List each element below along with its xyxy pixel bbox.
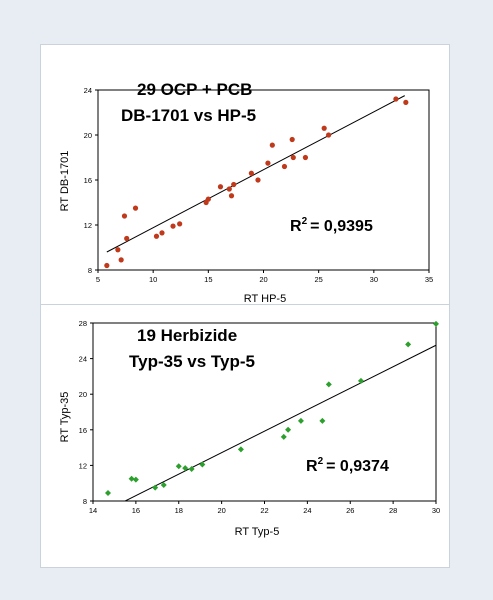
bottom-data-point bbox=[128, 475, 135, 482]
top-chart-panel: 29 OCP + PCB DB-1701 vs HP-5 R2 = 0,9395 … bbox=[40, 44, 450, 316]
bottom-y-tick-label: 12 bbox=[79, 461, 87, 470]
bottom-x-tick-label: 24 bbox=[303, 506, 311, 515]
bottom-chart-r-squared: R2 = 0,9374 bbox=[306, 456, 389, 475]
bottom-chart-title-line1: 19 Herbizide bbox=[137, 326, 237, 345]
top-data-point bbox=[281, 163, 288, 170]
top-data-point bbox=[132, 205, 139, 211]
top-data-point bbox=[228, 193, 235, 199]
top-x-tick-label: 10 bbox=[149, 275, 157, 284]
top-data-point bbox=[302, 154, 309, 161]
top-data-point bbox=[118, 257, 124, 263]
bottom-data-point bbox=[357, 377, 364, 384]
bottom-data-point bbox=[280, 433, 287, 440]
top-data-point bbox=[290, 154, 296, 161]
top-data-point bbox=[121, 213, 128, 219]
bottom-data-point bbox=[237, 446, 244, 453]
bottom-y-tick-label: 8 bbox=[83, 497, 87, 506]
top-x-tick-label: 35 bbox=[425, 275, 433, 284]
bottom-data-point bbox=[175, 463, 182, 470]
bottom-x-tick-label: 16 bbox=[132, 506, 140, 515]
top-data-point bbox=[289, 136, 295, 143]
top-data-point bbox=[170, 223, 176, 229]
top-chart-title-line2: DB-1701 vs HP-5 bbox=[121, 106, 256, 125]
bottom-data-point bbox=[188, 465, 195, 472]
bottom-x-tick-label: 28 bbox=[389, 506, 397, 515]
bottom-data-point bbox=[285, 426, 292, 433]
top-data-point bbox=[177, 221, 183, 227]
bottom-y-tick-label: 24 bbox=[79, 355, 87, 364]
top-x-tick-label: 15 bbox=[204, 275, 212, 284]
bottom-x-tick-label: 18 bbox=[175, 506, 183, 515]
bottom-x-tick-label: 30 bbox=[432, 506, 440, 515]
top-scatter-chart: 29 OCP + PCB DB-1701 vs HP-5 R2 = 0,9395 … bbox=[59, 80, 433, 305]
bottom-y-tick-label: 16 bbox=[79, 426, 87, 435]
top-data-point bbox=[325, 132, 332, 138]
top-data-point bbox=[269, 142, 275, 148]
top-y-tick-label: 20 bbox=[84, 131, 92, 140]
top-chart-x-axis-label: RT HP-5 bbox=[244, 293, 286, 305]
bottom-scatter-chart: 19 Herbizide Typ-35 vs Typ-5 R2 = 0,9374 … bbox=[59, 319, 440, 538]
top-y-tick-label: 12 bbox=[84, 221, 92, 230]
top-data-point bbox=[231, 181, 237, 188]
top-x-tick-label: 30 bbox=[370, 275, 378, 284]
bottom-data-point bbox=[319, 417, 326, 424]
bottom-x-tick-label: 26 bbox=[346, 506, 354, 515]
bottom-data-point bbox=[182, 465, 189, 472]
top-data-point bbox=[403, 99, 409, 105]
bottom-data-point bbox=[132, 476, 139, 483]
bottom-chart-title-line2: Typ-35 vs Typ-5 bbox=[129, 352, 255, 371]
top-data-point bbox=[104, 262, 110, 269]
top-data-point bbox=[115, 247, 121, 253]
bottom-data-point bbox=[152, 484, 159, 491]
top-data-point bbox=[124, 235, 130, 242]
bottom-data-point bbox=[325, 381, 332, 388]
bottom-data-point bbox=[433, 320, 439, 327]
top-data-point bbox=[248, 170, 254, 176]
bottom-trend-line bbox=[124, 344, 437, 502]
top-x-tick-label: 5 bbox=[96, 275, 100, 284]
top-x-tick-label: 20 bbox=[259, 275, 267, 284]
bottom-data-point bbox=[297, 417, 304, 424]
top-data-point bbox=[159, 230, 165, 236]
top-data-point bbox=[255, 177, 261, 183]
top-data-point bbox=[393, 96, 399, 102]
bottom-data-point bbox=[405, 341, 412, 348]
bottom-y-tick-label: 20 bbox=[79, 390, 87, 399]
bottom-x-tick-label: 14 bbox=[89, 506, 97, 515]
top-data-point bbox=[265, 160, 271, 166]
bottom-chart-panel: 19 Herbizide Typ-35 vs Typ-5 R2 = 0,9374 … bbox=[40, 304, 450, 568]
bottom-chart-x-axis-label: RT Typ-5 bbox=[235, 526, 280, 538]
top-chart-y-axis-label: RT DB-1701 bbox=[59, 151, 71, 212]
top-y-tick-label: 24 bbox=[84, 86, 92, 95]
top-x-tick-label: 25 bbox=[314, 275, 322, 284]
top-data-point bbox=[321, 125, 327, 131]
top-data-point bbox=[226, 186, 232, 192]
bottom-x-tick-label: 22 bbox=[260, 506, 268, 515]
bottom-y-tick-label: 28 bbox=[79, 319, 87, 328]
top-data-point bbox=[205, 196, 211, 202]
bottom-data-point bbox=[160, 481, 167, 488]
top-chart-r-squared: R2 = 0,9395 bbox=[290, 216, 373, 235]
bottom-chart-y-axis-label: RT Typ-35 bbox=[59, 392, 71, 443]
top-y-tick-label: 16 bbox=[84, 176, 92, 185]
top-chart-title-line1: 29 OCP + PCB bbox=[137, 80, 252, 99]
bottom-data-point bbox=[105, 489, 112, 496]
bottom-data-point bbox=[199, 461, 206, 468]
top-y-tick-label: 8 bbox=[88, 266, 92, 275]
top-trend-line bbox=[106, 95, 405, 253]
bottom-x-tick-label: 20 bbox=[217, 506, 225, 515]
top-data-point bbox=[217, 184, 224, 190]
top-data-point bbox=[153, 233, 160, 239]
